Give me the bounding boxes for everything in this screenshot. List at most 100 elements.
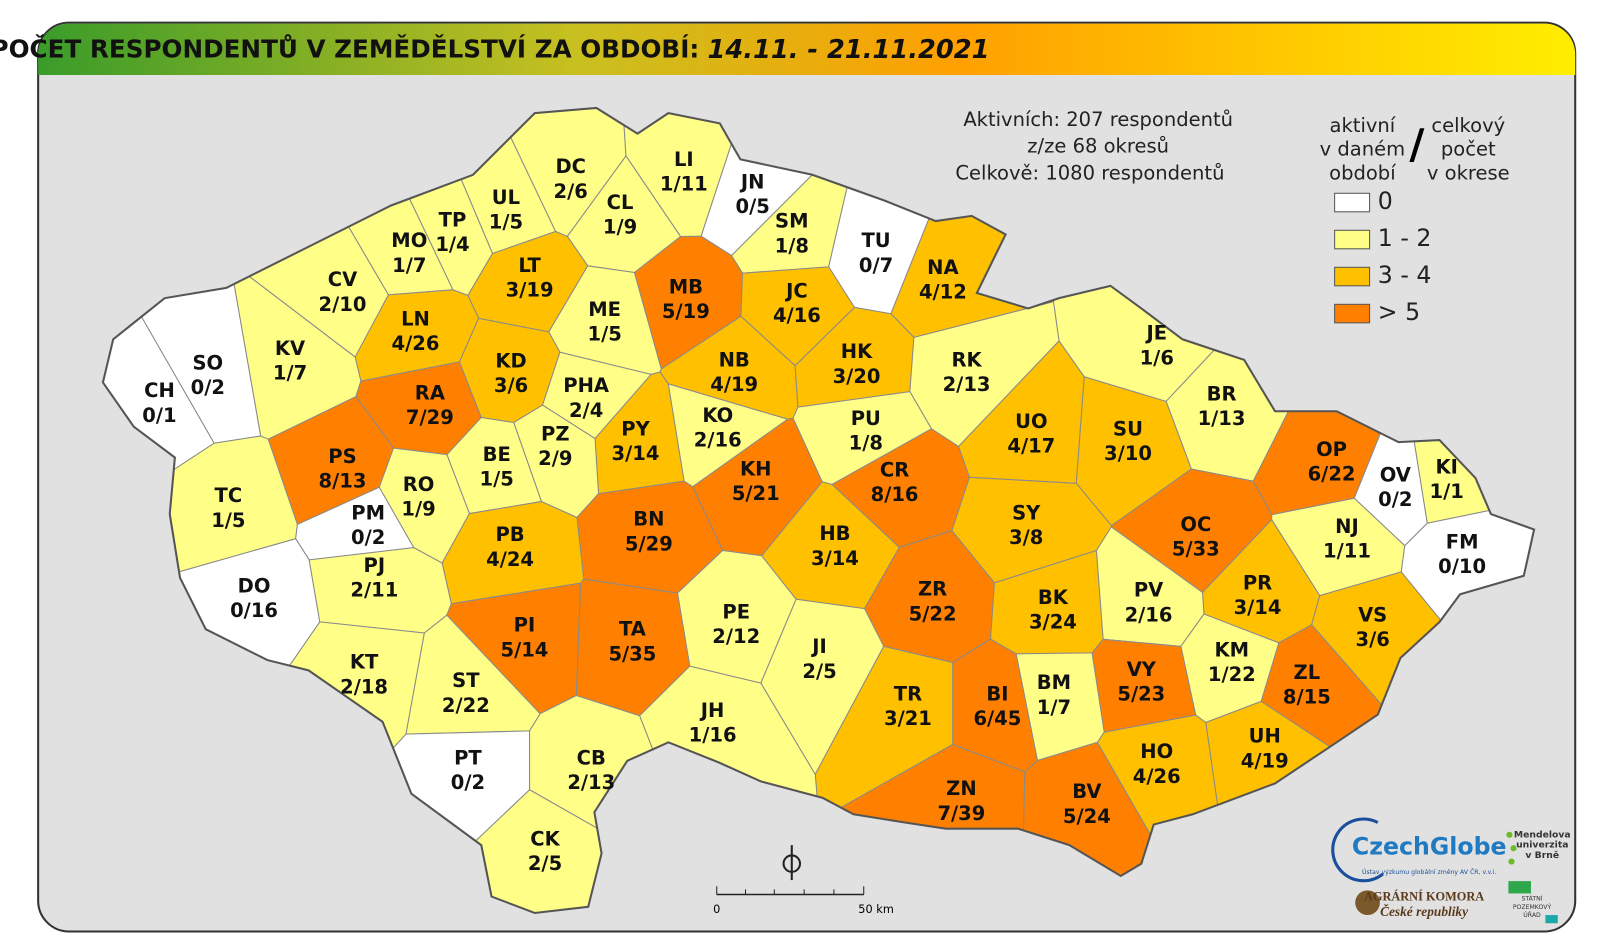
district-code: PHA bbox=[563, 374, 610, 397]
scale-start: 0 bbox=[713, 903, 720, 916]
legend-swatch bbox=[1334, 229, 1371, 250]
district-code: ZR bbox=[918, 578, 947, 601]
logo-czechglobe-sub: Ústav výzkumu globální změny AV ČR, v.v.… bbox=[1362, 867, 1496, 876]
district-code: JI bbox=[810, 635, 827, 658]
district-code: LI bbox=[674, 148, 694, 171]
district-value: 1/7 bbox=[392, 254, 426, 277]
district-value: 2/4 bbox=[569, 399, 603, 422]
district-code: RK bbox=[951, 348, 982, 371]
district-code: RA bbox=[415, 381, 446, 404]
district-code: JH bbox=[699, 699, 725, 722]
district-code: UH bbox=[1249, 725, 1281, 748]
district-value: 1/6 bbox=[1140, 346, 1174, 369]
district-code: DO bbox=[238, 575, 271, 598]
district-code: PZ bbox=[541, 422, 569, 445]
district-code: KI bbox=[1436, 455, 1458, 478]
legend-separator: / bbox=[1409, 120, 1425, 168]
district-code: PV bbox=[1134, 579, 1164, 602]
district-value: 7/29 bbox=[406, 406, 454, 429]
district-value: 1/22 bbox=[1208, 663, 1256, 686]
district-value: 1/5 bbox=[489, 211, 523, 234]
district-value: 5/22 bbox=[909, 602, 957, 625]
district-value: 3/6 bbox=[1356, 628, 1390, 651]
district-value: 0/7 bbox=[859, 254, 893, 277]
district-code: CL bbox=[607, 191, 634, 214]
logo-komora-sub: České republiky bbox=[1380, 904, 1468, 919]
district-value: 2/22 bbox=[442, 694, 490, 717]
title: POČET RESPONDENTŮ V ZEMĚDĚLSTVÍ ZA OBDOB… bbox=[0, 33, 699, 63]
district-value: 4/19 bbox=[1241, 749, 1289, 772]
district-value: 1/5 bbox=[480, 468, 514, 491]
district-code: TC bbox=[215, 484, 243, 507]
district-code: KH bbox=[740, 457, 771, 480]
district-code: DC bbox=[555, 155, 586, 178]
district-code: SO bbox=[192, 351, 223, 374]
district-value: 2/18 bbox=[340, 675, 388, 698]
district-code: BR bbox=[1207, 382, 1237, 405]
district-value: 3/14 bbox=[612, 442, 660, 465]
legend: aktivní v daném období / celkový počet v… bbox=[1320, 114, 1510, 326]
district-value: 1/5 bbox=[211, 509, 245, 532]
district-code: VS bbox=[1358, 603, 1387, 626]
scale-end: 50 km bbox=[858, 903, 894, 916]
district-value: 0/5 bbox=[736, 195, 770, 218]
district-code: FM bbox=[1446, 530, 1479, 553]
district-code: BK bbox=[1038, 586, 1069, 609]
district-value: 1/4 bbox=[435, 233, 469, 256]
district-value: 1/11 bbox=[660, 173, 708, 196]
district-code: OP bbox=[1316, 438, 1347, 461]
district-value: 3/8 bbox=[1009, 526, 1043, 549]
logo-spu: STÁTNÍ bbox=[1521, 894, 1542, 903]
district-value: 0/2 bbox=[191, 376, 225, 399]
summary: Celkově: 1080 respondentů bbox=[955, 161, 1224, 184]
district-code: MO bbox=[391, 229, 427, 252]
district-code: UO bbox=[1015, 410, 1047, 433]
district-code: BI bbox=[986, 683, 1008, 706]
district-code: ZL bbox=[1294, 661, 1321, 684]
summary: Aktivních: 207 respondentů bbox=[963, 108, 1233, 131]
district-value: 6/22 bbox=[1308, 463, 1356, 486]
district-value: 3/24 bbox=[1029, 611, 1077, 634]
district-value: 8/15 bbox=[1283, 686, 1331, 709]
legend-label: 3 - 4 bbox=[1378, 261, 1432, 289]
district-code: UL bbox=[492, 186, 520, 209]
district-value: 1/8 bbox=[775, 234, 809, 257]
district-value: 5/21 bbox=[732, 482, 780, 505]
district-code: HK bbox=[841, 340, 873, 363]
legend-left: v daném bbox=[1320, 138, 1406, 161]
legend-right: počet bbox=[1441, 138, 1496, 161]
district-code: TP bbox=[439, 209, 467, 232]
district-code: KV bbox=[275, 337, 306, 360]
district-value: 5/35 bbox=[608, 642, 656, 665]
legend-left: období bbox=[1329, 161, 1396, 184]
district-code: BN bbox=[633, 508, 664, 531]
district-code: OV bbox=[1380, 464, 1412, 487]
district-code: PM bbox=[351, 502, 385, 525]
district-value: 1/16 bbox=[689, 724, 737, 747]
logo-komora: AGRÁRNÍ KOMORA bbox=[1364, 889, 1484, 903]
logo-spu: ÚŘAD bbox=[1523, 910, 1541, 919]
district-value: 1/8 bbox=[849, 432, 883, 455]
district-value: 1/7 bbox=[273, 362, 307, 385]
district-code: NB bbox=[719, 348, 750, 371]
district-value: 3/19 bbox=[506, 278, 554, 301]
district-value: 1/7 bbox=[1037, 696, 1071, 719]
legend-swatch bbox=[1334, 266, 1371, 287]
district-value: 5/23 bbox=[1117, 683, 1165, 706]
logo-mendel: univerzita bbox=[1516, 840, 1568, 851]
district-code: KT bbox=[350, 651, 379, 674]
district-value: 4/26 bbox=[392, 332, 440, 355]
district-value: 7/39 bbox=[937, 802, 985, 825]
district-value: 1/11 bbox=[1323, 540, 1371, 563]
country-outline bbox=[101, 106, 1536, 915]
district-value: 0/1 bbox=[142, 404, 176, 427]
district-value: 3/6 bbox=[494, 374, 528, 397]
district-code: JC bbox=[784, 279, 808, 302]
district-value: 0/16 bbox=[230, 599, 278, 622]
district-code: BM bbox=[1037, 671, 1071, 694]
legend-right: v okrese bbox=[1427, 161, 1510, 184]
district-value: 5/14 bbox=[501, 638, 549, 661]
district-code: PY bbox=[621, 417, 650, 440]
district-code: CH bbox=[144, 379, 175, 402]
